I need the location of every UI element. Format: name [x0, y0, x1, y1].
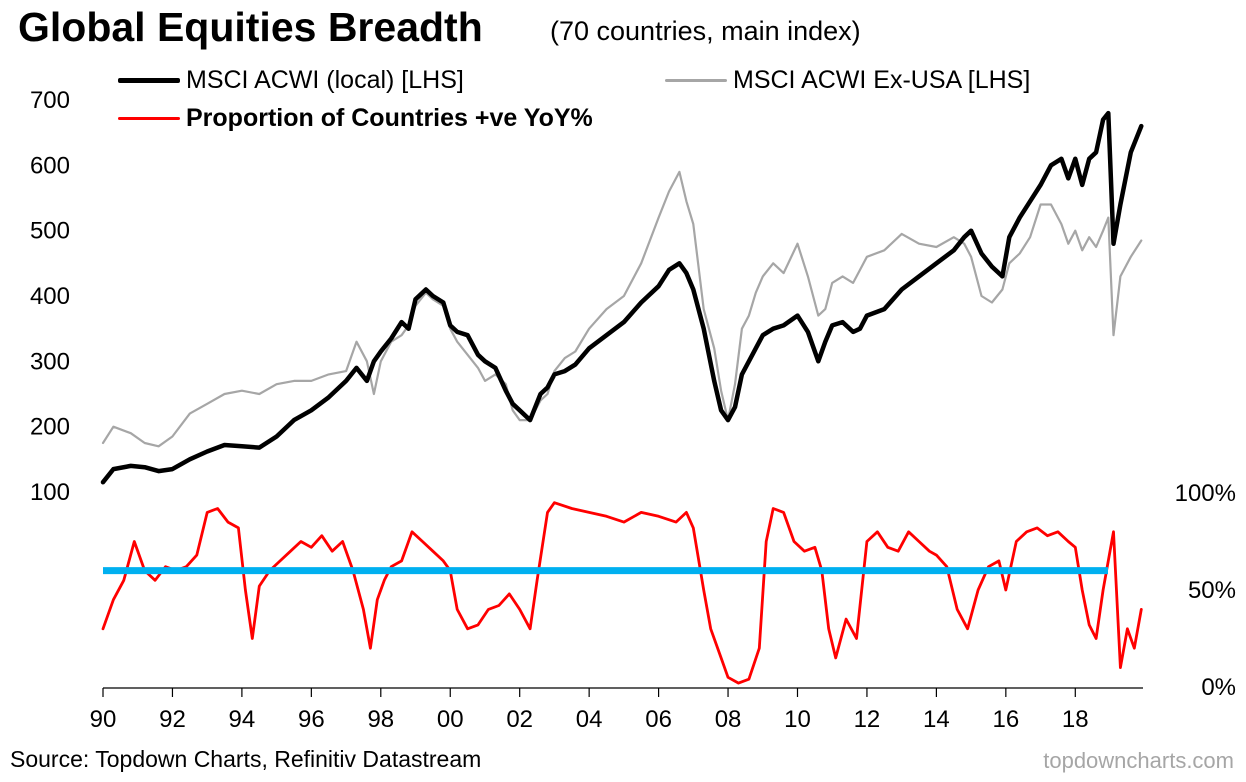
series-line-breadth: [101, 501, 1143, 685]
left-tick-label: 600: [30, 152, 70, 179]
right-tick-label: 0%: [1201, 674, 1236, 701]
left-tick-label: 700: [30, 87, 70, 114]
x-tick-label: 14: [923, 706, 950, 733]
left-tick-label: 200: [30, 414, 70, 441]
left-tick-label: 500: [30, 218, 70, 245]
legend-item-breadth: Proportion of Countries +ve YoY%: [118, 104, 593, 133]
x-tick-label: 02: [506, 706, 533, 733]
x-tick-label: 04: [576, 706, 603, 733]
x-tick-label: 06: [645, 706, 672, 733]
legend-label-exusa: MSCI ACWI Ex-USA [LHS]: [733, 66, 1031, 94]
chart-subtitle: (70 countries, main index): [550, 16, 861, 46]
legend-swatch-exusa: [665, 79, 727, 82]
brand-watermark: topdowncharts.com: [1043, 748, 1234, 773]
x-tick-label: 98: [367, 706, 394, 733]
legend-item-acwi: MSCI ACWI (local) [LHS]: [118, 66, 464, 95]
x-tick-label: 94: [229, 706, 256, 733]
x-tick-label: 08: [715, 706, 742, 733]
x-tick-label: 10: [784, 706, 811, 733]
x-tick-label: 90: [90, 706, 117, 733]
source-note: Source: Topdown Charts, Refinitiv Datast…: [10, 746, 482, 772]
x-tick-label: 12: [854, 706, 881, 733]
chart-title: Global Equities Breadth: [18, 4, 483, 50]
legend-item-exusa: MSCI ACWI Ex-USA [LHS]: [665, 66, 1030, 95]
series-line-acwi: [100, 110, 1144, 485]
x-tick-label: 16: [992, 706, 1019, 733]
legend-label-breadth: Proportion of Countries +ve YoY%: [186, 104, 593, 132]
legend-swatch-breadth: [118, 117, 180, 120]
series-line-exusa: [101, 170, 1143, 448]
x-tick-label: 18: [1062, 706, 1089, 733]
left-tick-label: 400: [30, 283, 70, 310]
x-tick-label: 92: [159, 706, 186, 733]
left-tick-label: 300: [30, 348, 70, 375]
right-tick-label: 50%: [1188, 577, 1236, 604]
left-tick-label: 100: [30, 479, 70, 506]
x-tick-label: 00: [437, 706, 464, 733]
legend-swatch-acwi: [118, 78, 180, 83]
x-tick-label: 96: [298, 706, 325, 733]
right-tick-label: 100%: [1175, 480, 1236, 507]
legend-label-acwi: MSCI ACWI (local) [LHS]: [186, 66, 464, 94]
